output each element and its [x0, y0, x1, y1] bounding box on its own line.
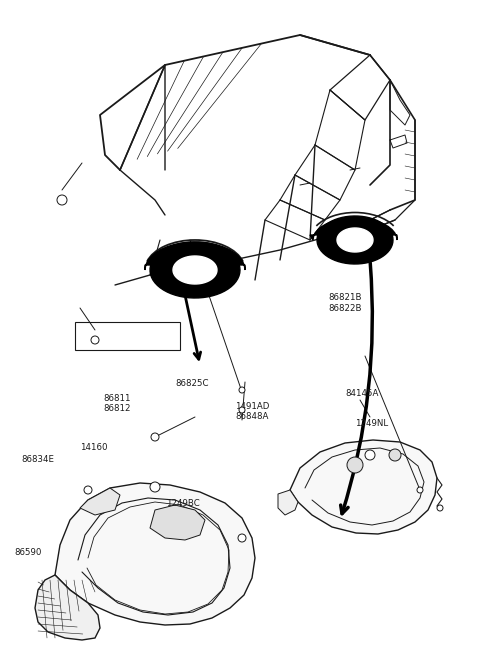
Text: 86590: 86590: [14, 548, 42, 557]
Polygon shape: [80, 488, 120, 515]
Circle shape: [151, 433, 159, 441]
Circle shape: [239, 407, 245, 413]
Circle shape: [365, 450, 375, 460]
Polygon shape: [35, 575, 100, 640]
Text: 14160: 14160: [80, 443, 108, 452]
Circle shape: [84, 486, 92, 494]
Polygon shape: [145, 242, 245, 270]
Circle shape: [57, 195, 67, 205]
Polygon shape: [290, 440, 437, 534]
Text: 86811
86812: 86811 86812: [104, 394, 132, 413]
Circle shape: [238, 534, 246, 542]
Bar: [75, 322, 180, 350]
Polygon shape: [173, 256, 217, 284]
Text: 86821B
86822B: 86821B 86822B: [329, 293, 362, 313]
Polygon shape: [317, 216, 393, 264]
Text: 1249NL: 1249NL: [355, 419, 388, 428]
Circle shape: [347, 457, 363, 473]
Polygon shape: [337, 228, 373, 252]
Polygon shape: [310, 218, 397, 240]
Circle shape: [239, 387, 245, 393]
Circle shape: [417, 487, 423, 493]
Text: 1249BC: 1249BC: [166, 499, 199, 508]
Circle shape: [91, 336, 99, 344]
Circle shape: [437, 505, 443, 511]
Text: 84145A: 84145A: [346, 389, 379, 398]
Polygon shape: [150, 242, 240, 298]
Text: 1491AD
86848A: 1491AD 86848A: [235, 401, 270, 421]
Circle shape: [150, 482, 160, 492]
Polygon shape: [150, 505, 205, 540]
Polygon shape: [278, 490, 298, 515]
Circle shape: [389, 449, 401, 461]
Polygon shape: [55, 483, 255, 625]
Text: 86834E: 86834E: [22, 455, 55, 464]
Text: 86825C: 86825C: [175, 379, 209, 388]
